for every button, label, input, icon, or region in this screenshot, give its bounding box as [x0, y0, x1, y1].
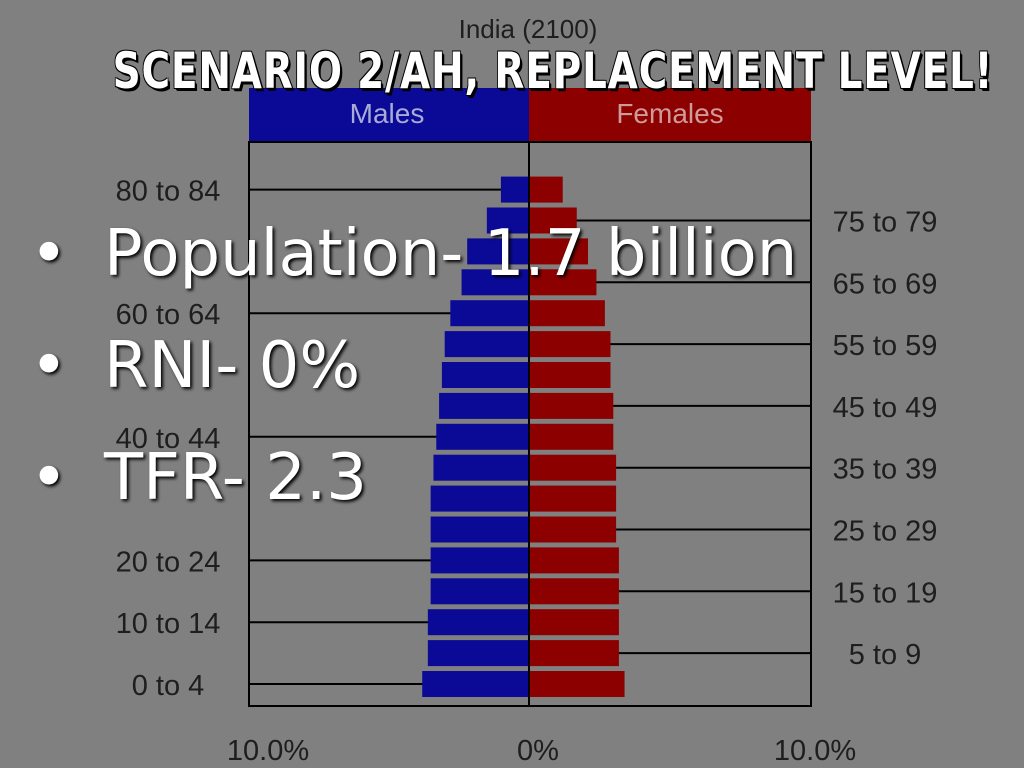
- bar-females: [529, 238, 589, 265]
- bullet-marker: •: [30, 217, 68, 291]
- bar-females: [529, 640, 619, 667]
- bar-males: [430, 485, 529, 512]
- bar-males: [430, 578, 529, 605]
- bar-females: [529, 392, 614, 419]
- bar-females: [529, 454, 617, 481]
- bar-males: [486, 207, 529, 234]
- bullet-text: RNI- 0%: [104, 329, 361, 403]
- bullet-text: TFR- 2.3: [104, 441, 367, 515]
- bar-males: [500, 176, 529, 203]
- x-tick-left: 10.0%: [227, 735, 309, 767]
- legend-females-label: Females: [616, 98, 723, 129]
- bar-females: [529, 176, 563, 203]
- bar-males: [427, 640, 529, 667]
- legend-females-swatch: [529, 88, 811, 142]
- bar-males: [441, 362, 529, 388]
- right-tick-labels: 75 to 79 65 to 69 55 to 59 45 to 49 35 to 39…: [833, 207, 938, 672]
- bullet-item: • Population- 1.7 billion: [30, 212, 797, 324]
- legend-males-swatch: [249, 88, 529, 142]
- bar-females: [529, 423, 614, 450]
- y-tick-label: 45 to 49: [833, 392, 938, 424]
- bar-females: [529, 578, 619, 605]
- y-tick-label: 10 to 14: [116, 608, 221, 640]
- bar-males: [461, 269, 529, 296]
- bar-males: [436, 423, 529, 450]
- bar-males: [427, 609, 529, 636]
- bar-males: [430, 547, 529, 574]
- y-tick-label: 75 to 79: [833, 207, 938, 239]
- bar-females: [529, 547, 619, 574]
- x-tick-right: 10.0%: [774, 735, 856, 767]
- bullet-item: • TFR- 2.3: [30, 436, 797, 548]
- bar-females: [529, 207, 577, 234]
- bar-females: [529, 331, 611, 358]
- slide-title: SCENARIO 2/AH, REPLACEMENT LEVEL!: [112, 42, 994, 100]
- bar-females: [529, 671, 625, 697]
- y-tick-label: 60 to 64: [116, 299, 221, 331]
- x-tick-center: 0%: [517, 735, 559, 767]
- legend-males-label: Males: [350, 98, 425, 129]
- bullet-text: Population- 1.7 billion: [104, 217, 798, 291]
- y-tick-label: 40 to 44: [116, 423, 221, 455]
- bar-males: [433, 454, 529, 481]
- y-tick-label: 20 to 24: [116, 546, 221, 578]
- y-tick-label: 5 to 9: [849, 639, 922, 671]
- y-tick-label: 25 to 29: [833, 516, 938, 548]
- left-tick-labels: 80 to 84 60 to 64 40 to 44 20 to 24 10 to 14…: [116, 176, 221, 702]
- bullet-list: • Population- 1.7 billion • RNI- 0% • TFR- …: [30, 212, 797, 548]
- bar-females: [529, 362, 611, 388]
- bullet-marker: •: [30, 329, 68, 403]
- bar-females: [529, 485, 617, 512]
- bar-males: [439, 392, 529, 419]
- chart-title: India (2100): [459, 14, 598, 44]
- bar-females: [529, 516, 617, 543]
- y-tick-label: 65 to 69: [833, 268, 938, 300]
- bar-males: [430, 516, 529, 543]
- bar-females: [529, 609, 619, 636]
- y-tick-label: 35 to 39: [833, 454, 938, 486]
- bullet-item: • RNI- 0%: [30, 324, 797, 436]
- bars: [422, 176, 625, 697]
- bar-males: [450, 300, 529, 327]
- y-tick-label: 55 to 59: [833, 330, 938, 362]
- bar-females: [529, 269, 597, 296]
- bar-males: [422, 671, 529, 697]
- y-tick-label: 0 to 4: [132, 670, 205, 702]
- y-tick-label: 15 to 19: [833, 577, 938, 609]
- bar-females: [529, 300, 605, 327]
- bar-males: [467, 238, 529, 265]
- y-tick-label: 80 to 84: [116, 176, 221, 208]
- bar-males: [444, 331, 529, 358]
- bullet-marker: •: [30, 441, 68, 515]
